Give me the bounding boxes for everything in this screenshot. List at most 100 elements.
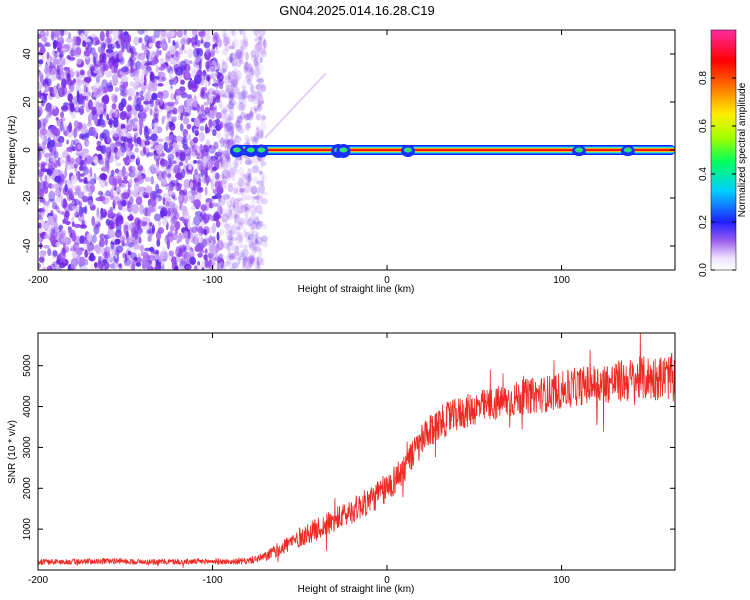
noise-speckle [221, 241, 229, 248]
noise-speckle [168, 109, 176, 115]
noise-speckle [234, 120, 242, 129]
noise-speckle [152, 113, 157, 119]
noise-speckle [105, 218, 111, 226]
noise-speckle [209, 215, 214, 222]
noise-speckle [257, 90, 263, 97]
noise-speckle [239, 255, 244, 261]
noise-speckle [110, 244, 115, 250]
noise-speckle [234, 135, 242, 143]
noise-speckle [229, 130, 234, 138]
noise-speckle [247, 233, 255, 240]
noise-speckle [250, 135, 257, 142]
noise-speckle [127, 251, 132, 256]
noise-speckle [233, 205, 241, 215]
noise-speckle [208, 254, 213, 262]
noise-speckle [88, 111, 93, 120]
noise-speckle [67, 226, 72, 231]
noise-speckle [244, 244, 249, 250]
noise-speckle [72, 78, 76, 83]
noise-speckle [38, 183, 43, 189]
noise-speckle [231, 30, 235, 36]
noise-speckle [126, 104, 132, 113]
noise-speckle [40, 33, 48, 42]
noise-speckle [259, 57, 263, 63]
noise-speckle [95, 40, 101, 45]
noise-speckle [233, 212, 238, 224]
noise-speckle [261, 114, 266, 121]
noise-speckle [231, 167, 236, 176]
noise-speckle [243, 261, 250, 270]
noise-speckle [157, 82, 164, 87]
noise-speckle [117, 202, 123, 211]
noise-speckle [150, 145, 154, 150]
noise-speckle [257, 130, 263, 140]
noise-speckle [260, 257, 265, 266]
noise-speckle [170, 93, 175, 101]
noise-speckle [235, 225, 240, 230]
noise-speckle [238, 54, 242, 64]
noise-speckle [252, 244, 258, 254]
noise-speckle [166, 121, 170, 130]
noise-speckle [111, 112, 116, 117]
noise-speckle [84, 38, 91, 43]
noise-speckle [240, 38, 248, 46]
noise-speckle [199, 159, 202, 171]
noise-speckle [223, 223, 231, 228]
noise-speckle [41, 205, 46, 215]
noise-speckle [211, 155, 215, 163]
noise-speckle [238, 232, 243, 243]
noise-speckle [162, 115, 166, 120]
noise-speckle [161, 31, 167, 37]
noise-speckle [254, 233, 259, 238]
noise-speckle [214, 104, 218, 115]
noise-speckle [256, 220, 264, 227]
noise-speckle [237, 236, 242, 242]
noise-speckle [120, 98, 127, 108]
noise-speckle [60, 111, 65, 119]
noise-speckle [199, 131, 203, 143]
noise-speckle [226, 259, 232, 265]
noise-speckle [221, 59, 226, 67]
noise-speckle [55, 116, 59, 121]
noise-speckle [131, 94, 136, 102]
noise-speckle [226, 56, 229, 62]
noise-speckle [129, 56, 134, 67]
noise-speckle [227, 250, 232, 260]
noise-speckle [183, 71, 191, 81]
noise-speckle [68, 122, 72, 133]
noise-speckle [244, 231, 251, 237]
noise-speckle [230, 52, 235, 56]
noise-speckle [253, 90, 261, 101]
noise-speckle [183, 230, 189, 239]
noise-speckle [228, 95, 234, 102]
noise-speckle [239, 204, 245, 211]
noise-speckle [258, 248, 263, 257]
noise-speckle [133, 243, 140, 251]
noise-speckle [41, 197, 46, 203]
noise-speckle [223, 75, 230, 80]
noise-speckle [128, 259, 137, 265]
noise-speckle [224, 133, 230, 138]
noise-speckle [51, 201, 58, 210]
noise-speckle [193, 47, 200, 58]
noise-speckle [205, 198, 213, 203]
noise-speckle [188, 163, 192, 170]
noise-speckle [233, 67, 238, 78]
noise-speckle [213, 49, 220, 54]
noise-speckle [257, 103, 263, 111]
noise-speckle [83, 176, 88, 184]
noise-speckle [240, 121, 244, 126]
noise-speckle [255, 41, 263, 52]
noise-speckle [238, 179, 246, 188]
noise-speckle [101, 79, 108, 89]
noise-speckle [131, 226, 136, 238]
noise-speckle [235, 48, 242, 60]
noise-speckle [157, 71, 162, 80]
noise-speckle [110, 222, 115, 230]
noise-speckle [228, 109, 232, 120]
noise-speckle [164, 54, 171, 62]
noise-speckle [251, 54, 257, 63]
noise-speckle [176, 39, 180, 45]
noise-speckle [62, 218, 66, 224]
noise-speckle [121, 179, 129, 184]
